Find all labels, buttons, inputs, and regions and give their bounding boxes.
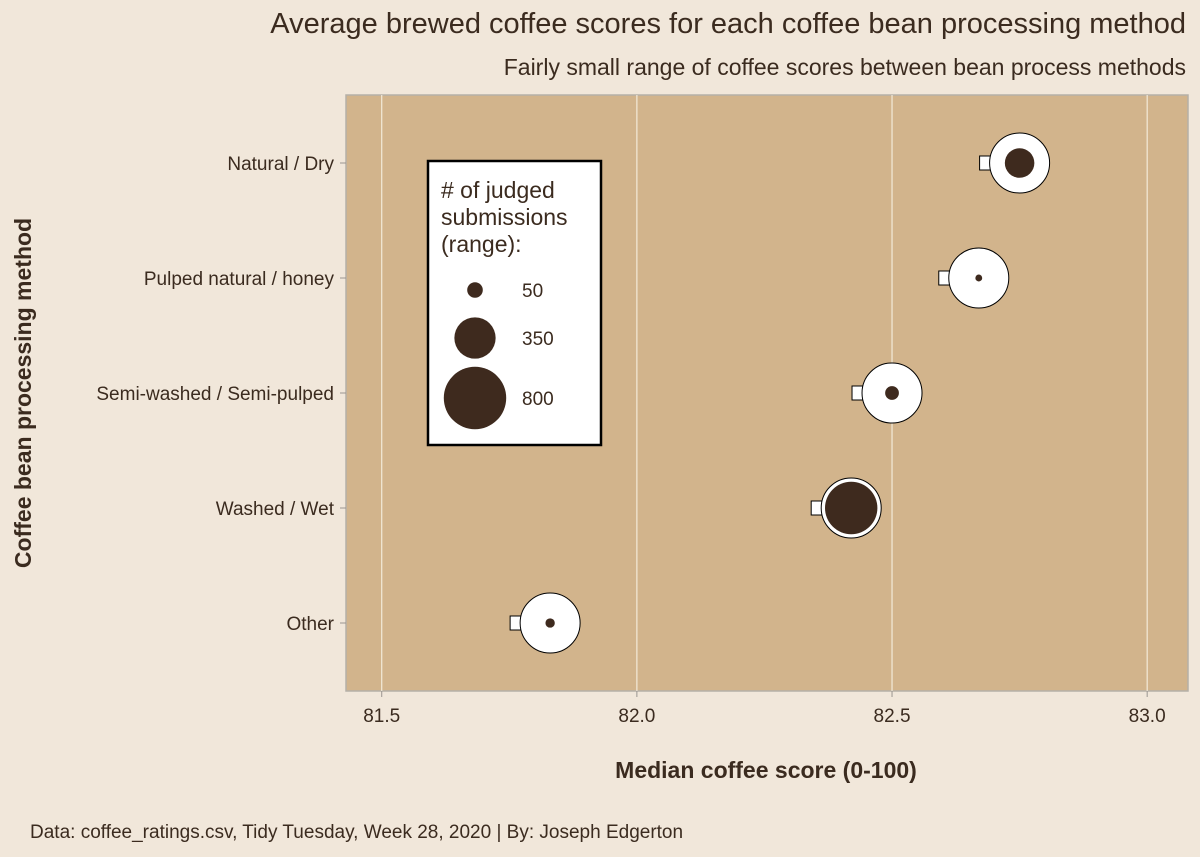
y-tick-label: Natural / Dry xyxy=(227,154,334,175)
coffee-fill xyxy=(545,618,555,628)
y-axis-title: Coffee bean processing method xyxy=(10,218,36,568)
coffee-fill xyxy=(975,274,983,282)
data-points xyxy=(509,132,1051,654)
legend-entry-label: 50 xyxy=(522,281,543,302)
x-tick-label: 82.5 xyxy=(874,706,911,727)
y-tick-label: Semi-washed / Semi-pulped xyxy=(96,384,334,405)
y-axis-ticks: Natural / Dry Pulped natural / honey Semi-… xyxy=(96,154,346,635)
legend-size-marker xyxy=(467,282,483,298)
legend-entry-label: 350 xyxy=(522,329,554,350)
x-axis-ticks: 81.5 82.0 82.5 83.0 xyxy=(363,691,1166,727)
coffee-fill xyxy=(1004,148,1035,178)
coffee-cup-point xyxy=(938,247,1010,309)
legend-title-line-1: # of judged xyxy=(441,177,555,203)
legend-title-line-3: (range): xyxy=(441,231,522,257)
y-tick-label: Washed / Wet xyxy=(216,499,335,520)
x-axis-title: Median coffee score (0-100) xyxy=(615,757,917,783)
y-tick-label: Pulped natural / honey xyxy=(144,269,335,290)
coffee-cup-point xyxy=(979,132,1051,194)
coffee-cup-point xyxy=(509,592,581,654)
legend: # of judged submissions (range): 50 350 80… xyxy=(426,159,603,447)
legend-entry-label: 800 xyxy=(522,389,554,410)
legend-size-marker xyxy=(454,317,496,359)
x-tick-label: 81.5 xyxy=(363,706,400,727)
legend-entries: 50 350 800 xyxy=(443,281,554,430)
coffee-cup-point xyxy=(851,362,923,424)
chart-caption: Data: coffee_ratings.csv, Tidy Tuesday, … xyxy=(30,822,684,843)
y-tick-label: Other xyxy=(286,614,334,635)
coffee-fill xyxy=(825,481,878,535)
x-tick-label: 83.0 xyxy=(1129,706,1166,727)
chart-title: Average brewed coffee scores for each co… xyxy=(270,8,1186,40)
legend-size-marker xyxy=(443,366,507,430)
chart-subtitle: Fairly small range of coffee scores betw… xyxy=(503,54,1186,80)
legend-title-line-2: submissions xyxy=(441,204,568,230)
x-tick-label: 82.0 xyxy=(618,706,655,727)
coffee-cup-point xyxy=(810,477,882,539)
coffee-fill xyxy=(885,386,899,400)
